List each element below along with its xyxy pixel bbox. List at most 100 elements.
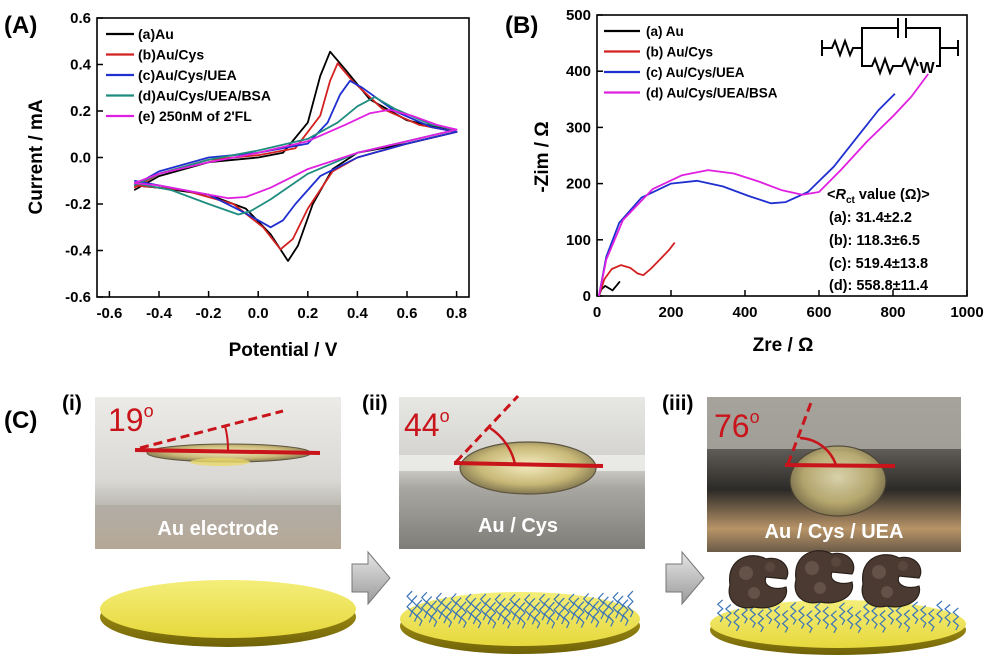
panel-b-x-axis-label: Zre / Ω <box>753 335 814 356</box>
a-y-tick-label: -0.4 <box>65 243 92 260</box>
contact-angle-tangent-iii <box>786 399 814 465</box>
cysteamine-monolayer-iii <box>716 599 960 634</box>
cysteamine-chain <box>627 590 634 618</box>
cysteamine-chain <box>484 597 492 625</box>
a-x-tick-label: -0.4 <box>146 305 173 322</box>
contact-angle-tangent-i <box>139 409 284 450</box>
contact-angle-value-i: 19o <box>108 401 154 438</box>
step-iii: (iii) 76o Au / Cys / UEA <box>662 392 966 655</box>
caption-au-electrode: Au electrode <box>157 518 278 540</box>
cysteamine-chain <box>927 608 935 632</box>
cysteamine-chain <box>450 593 458 620</box>
cysteamine-chain <box>416 599 423 627</box>
droplet-ii <box>459 441 597 495</box>
a-x-tick-label: 0.8 <box>446 305 467 322</box>
b-y-tick-label: 0 <box>583 288 591 305</box>
cysteamine-chain <box>411 595 418 622</box>
cysteamine-chain <box>862 602 870 625</box>
cysteamine-chain <box>504 601 512 629</box>
b-y-tick-label: 500 <box>566 7 591 24</box>
angle-ii-degree: o <box>440 406 450 426</box>
panel-b-axes: 0 200 400 600 800 1000 0 100 200 300 400 500 <box>566 7 984 321</box>
cysteamine-chain <box>602 596 610 624</box>
cysteamine-chain <box>830 610 838 634</box>
rct-value-a: (a): 31.4±2.2 <box>829 210 912 226</box>
step-ii-label: (ii) <box>362 392 388 415</box>
cysteamine-chain <box>519 601 526 629</box>
step-ii: (ii) 44o Au / Cys <box>362 392 645 654</box>
panel-a-label: (A) <box>4 12 37 39</box>
cysteamine-chain <box>533 601 541 629</box>
process-arrow-1 <box>351 550 391 606</box>
cysteamine-chain <box>854 610 862 633</box>
cysteamine-chain <box>724 604 732 627</box>
cysteamine-chain <box>903 609 911 633</box>
photo-au-electrode <box>95 397 341 549</box>
b-x-tick-label: 1000 <box>950 304 983 321</box>
panel-b: (B) 0 200 400 600 800 1000 0 100 200 300 400 500 (a… <box>505 7 984 356</box>
contact-angle-value-ii: 44o <box>404 406 450 443</box>
cysteamine-chain <box>430 600 438 628</box>
b-series-line-2 <box>598 242 676 297</box>
a-legend-label: (b)Au/Cys <box>138 47 204 63</box>
panel-c: (C) (i) 19o Au electrode (ii) <box>4 392 966 655</box>
cysteamine-chain <box>592 600 600 628</box>
cysteamine-chain <box>470 597 477 625</box>
cysteamine-chain <box>440 596 448 624</box>
cysteamine-chain <box>716 599 724 623</box>
cysteamine-chain <box>806 610 814 633</box>
b-legend-label: (c) Au/Cys/UEA <box>646 65 745 80</box>
cysteamine-chain <box>474 601 482 629</box>
rct-title-suffix: value (Ω)> <box>855 187 930 203</box>
cysteamine-chain <box>465 593 472 621</box>
a-series-line-5 <box>133 108 458 200</box>
b-x-tick-label: 200 <box>658 304 683 321</box>
a-y-tick-label: -0.6 <box>65 289 91 306</box>
a-y-tick-label: 0.2 <box>70 103 91 120</box>
droplet-i-highlight <box>190 458 250 466</box>
panel-a-legend: (a)Au (b)Au/Cys (c)Au/Cys/UEA (d)Au/Cys/UEA… <box>106 26 271 124</box>
panel-a: (A) -0.6 -0.4 -0.2 0.0 0.2 0.4 0.6 0.8-0.6-0.4-… <box>4 10 470 361</box>
cysteamine-chain <box>622 599 629 626</box>
cysteamine-chain <box>773 605 781 629</box>
cysteamine-chain <box>879 610 887 633</box>
a-x-tick-label: -0.6 <box>96 305 122 322</box>
b-legend-label: (b) Au/Cys <box>646 45 713 60</box>
contact-angle-baseline-ii <box>453 461 604 468</box>
cysteamine-chain <box>944 604 952 627</box>
caption-bg-i <box>95 505 341 549</box>
cysteamine-chain <box>789 602 797 625</box>
cysteamine-chain <box>528 597 536 625</box>
cysteamine-chain <box>911 601 919 625</box>
b-y-tick-label: 300 <box>566 119 591 136</box>
caption-au-cys: Au / Cys <box>478 515 558 537</box>
angle-iii-number: 76 <box>714 408 750 444</box>
cysteamine-chain <box>781 609 789 633</box>
rct-title-prefix: < <box>827 187 835 203</box>
panel-a-x-axis-label: Potential / V <box>229 340 338 361</box>
a-x-tick-label: -0.2 <box>196 305 222 322</box>
a-legend-label: (e) 250nM of 2'FL <box>138 108 252 124</box>
cysteamine-chain <box>838 602 846 626</box>
panel-a-series <box>133 50 458 262</box>
rct-value-d: (d): 558.8±11.4 <box>829 278 928 294</box>
cysteamine-chain <box>509 593 516 621</box>
cysteamine-chain <box>568 593 575 621</box>
cysteamine-chain <box>895 605 903 629</box>
cysteamine-chain <box>460 601 467 629</box>
contact-angle-tangent-ii <box>454 394 520 464</box>
b-legend-label: (a) Au <box>646 24 684 39</box>
cysteamine-chain <box>757 609 765 633</box>
b-x-tick-label: 400 <box>732 304 757 321</box>
angle-i-degree: o <box>144 401 154 421</box>
cysteamine-chain <box>420 591 428 619</box>
cysteamine-chain <box>749 605 757 628</box>
cysteamine-chain <box>733 608 740 632</box>
a-x-tick-label: 0.2 <box>297 305 318 322</box>
panel-c-label: (C) <box>4 407 37 434</box>
b-y-tick-label: 100 <box>566 232 591 249</box>
rct-symbol: R <box>835 187 846 203</box>
panel-b-legend: (a) Au (b) Au/Cys (c) Au/Cys/UEA (d) Au/Cys… <box>604 24 778 101</box>
cysteamine-chain <box>558 597 566 625</box>
